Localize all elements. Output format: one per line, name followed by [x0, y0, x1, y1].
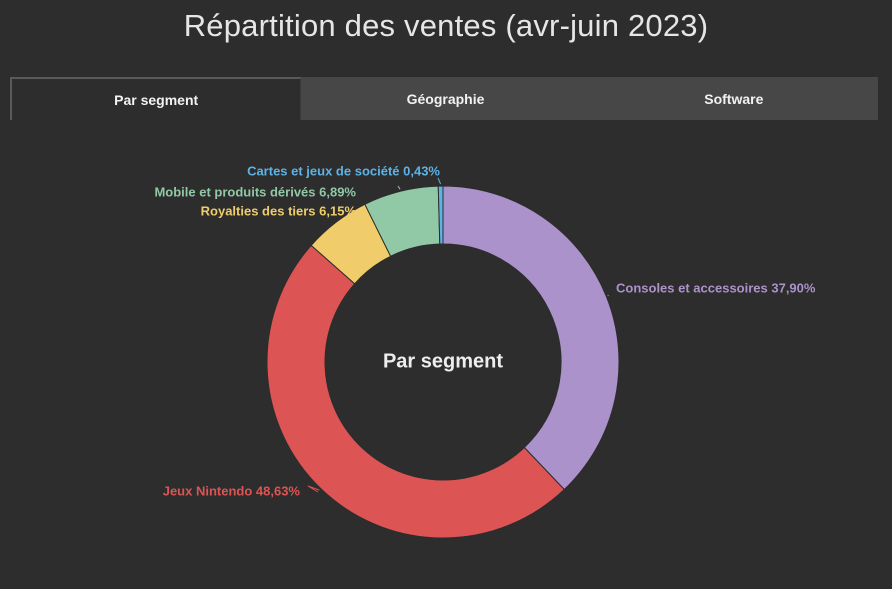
slice-label-2: Jeux Nintendo 48,63%	[163, 483, 301, 498]
slice-label-4: Mobile et produits dérivés 6,89%	[154, 184, 356, 199]
chart-title: Répartition des ventes (avr-juin 2023)	[183, 8, 709, 43]
tab-software[interactable]: Software	[704, 90, 764, 107]
leader-line-5	[437, 177, 442, 185]
slice-labels: Consoles et accessoires 37,90% Jeux Ninte…	[154, 163, 815, 498]
tab-bar: Par segment Géographie Software	[10, 77, 878, 120]
donut-slices	[266, 185, 620, 539]
donut-slice-5[interactable]	[437, 185, 444, 245]
slice-label-5: Cartes et jeux de société 0,43%	[247, 163, 440, 178]
tab-geographie[interactable]: Géographie	[406, 90, 485, 107]
leader-line-2	[307, 485, 320, 493]
donut-center-label: Par segment	[383, 350, 503, 372]
slice-label-1: Consoles et accessoires 37,90%	[616, 280, 816, 295]
slice-label-3: Royalties des tiers 6,15%	[201, 203, 357, 218]
label-leader-lines	[307, 177, 609, 493]
leader-line-4	[397, 185, 401, 190]
donut-slice-1[interactable]	[442, 185, 620, 491]
donut-slice-2[interactable]	[266, 244, 565, 539]
tab-par-segment[interactable]: Par segment	[10, 77, 302, 120]
